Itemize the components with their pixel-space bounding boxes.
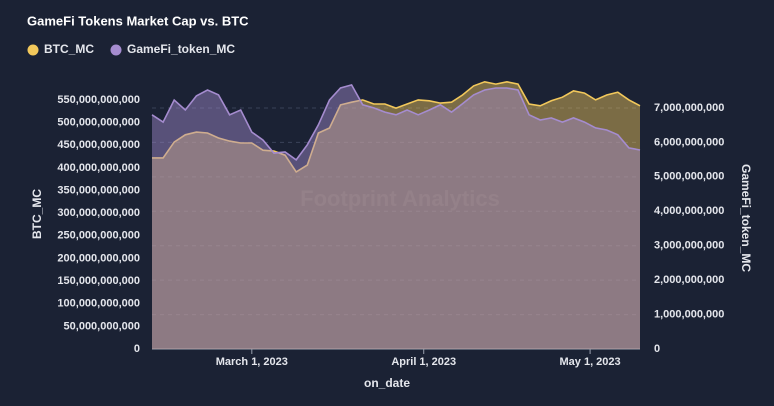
y2-tick-label: 1,000,000,000 bbox=[654, 308, 724, 320]
chart-title: GameFi Tokens Market Cap vs. BTC bbox=[27, 13, 249, 28]
y2-tick-label: 4,000,000,000 bbox=[654, 205, 724, 217]
y-tick-label: 450,000,000,000 bbox=[57, 139, 140, 151]
y-tick-label: 50,000,000,000 bbox=[64, 320, 140, 332]
legend-marker bbox=[110, 44, 122, 56]
area bbox=[152, 84, 640, 350]
y-tick-label: 250,000,000,000 bbox=[57, 230, 140, 242]
y-tick-label: 200,000,000,000 bbox=[57, 252, 140, 264]
y2-tick-label: 2,000,000,000 bbox=[654, 274, 724, 286]
y-tick-label: 300,000,000,000 bbox=[57, 207, 140, 219]
y2-axis-label: GameFi_token_MC bbox=[739, 164, 753, 272]
y-tick-label: 0 bbox=[134, 343, 140, 355]
y2-tick-label: 0 bbox=[654, 343, 660, 355]
y-tick-label: 150,000,000,000 bbox=[57, 275, 140, 287]
watermark: Footprint Analytics bbox=[300, 186, 500, 211]
legend-label: GameFi_token_MC bbox=[127, 42, 235, 56]
x-tick-label: March 1, 2023 bbox=[216, 356, 288, 368]
y-tick-label: 100,000,000,000 bbox=[57, 298, 140, 310]
x-tick-label: April 1, 2023 bbox=[391, 356, 456, 368]
y-tick-label: 400,000,000,000 bbox=[57, 162, 140, 174]
legend-marker bbox=[27, 44, 39, 56]
y2-tick-label: 7,000,000,000 bbox=[654, 102, 724, 114]
y-axis-label: BTC_MC bbox=[30, 189, 44, 239]
y2-tick-label: 5,000,000,000 bbox=[654, 171, 724, 183]
y2-tick-label: 6,000,000,000 bbox=[654, 136, 724, 148]
x-axis-label: on_date bbox=[364, 376, 410, 390]
y2-tick-label: 3,000,000,000 bbox=[654, 240, 724, 252]
line bbox=[152, 80, 641, 173]
y-tick-label: 500,000,000,000 bbox=[57, 116, 140, 128]
legend-label: BTC_MC bbox=[44, 42, 94, 56]
line bbox=[151, 83, 641, 162]
y-tick-label: 550,000,000,000 bbox=[57, 94, 140, 106]
area bbox=[152, 81, 640, 350]
x-tick-label: May 1, 2023 bbox=[560, 356, 621, 368]
y-tick-label: 350,000,000,000 bbox=[57, 184, 140, 196]
